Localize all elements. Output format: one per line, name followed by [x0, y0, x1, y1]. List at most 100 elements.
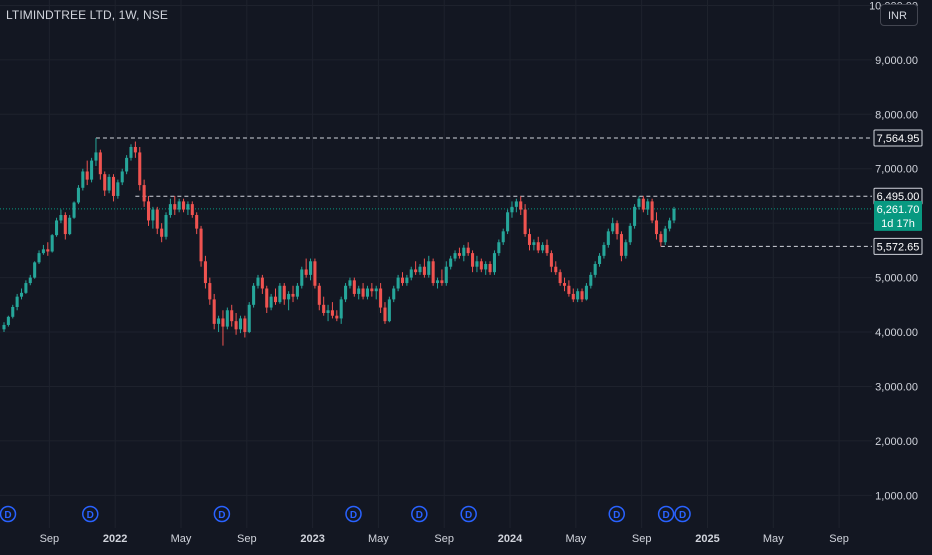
candle — [422, 258, 426, 278]
candle — [457, 247, 461, 259]
candle — [208, 277, 212, 305]
candle — [506, 209, 510, 235]
symbol-title: LTIMINDTREE LTD, 1W, NSE — [6, 8, 168, 22]
candle-body — [615, 223, 619, 235]
candle-body — [260, 277, 264, 289]
candle-body — [177, 201, 181, 210]
dividend-marker[interactable]: D — [657, 505, 675, 523]
candle-body — [589, 274, 593, 286]
candle — [330, 302, 334, 319]
dividend-marker[interactable]: D — [608, 505, 626, 523]
dividend-marker[interactable]: D — [460, 505, 477, 523]
dividend-marker-label: D — [218, 510, 225, 521]
candle — [295, 283, 299, 300]
candle — [387, 296, 391, 323]
level-label-text: 6,495.00 — [877, 191, 920, 203]
candle-body — [304, 269, 308, 275]
candle-body — [484, 264, 488, 270]
candle — [304, 258, 308, 278]
candle-body — [252, 285, 256, 305]
candle — [344, 283, 348, 303]
dividend-marker-label: D — [4, 510, 11, 521]
candle-body — [103, 174, 107, 191]
candle — [335, 310, 339, 322]
candle — [541, 242, 545, 254]
candle — [287, 291, 291, 311]
dividend-marker[interactable]: D — [674, 505, 691, 523]
candle — [646, 198, 650, 216]
candle-body — [357, 288, 361, 294]
candle-body — [435, 280, 440, 284]
candle-body — [668, 220, 672, 229]
candle-body — [111, 176, 116, 196]
candle — [519, 196, 523, 216]
candle-body — [646, 201, 650, 210]
dividend-marker[interactable]: D — [82, 505, 99, 523]
candle-body — [72, 202, 76, 218]
time-axis[interactable]: Sep 2022 May Sep 2023 May Sep 2024 May Sep 2025 May… — [40, 533, 849, 545]
candle — [278, 283, 282, 304]
x-tick-label: Sep — [829, 533, 849, 545]
candle — [173, 195, 177, 216]
candle — [107, 174, 111, 194]
candle — [405, 274, 409, 286]
candle-body — [309, 261, 313, 275]
level-label-text: 5,572.65 — [877, 241, 920, 253]
candle-body — [475, 261, 479, 267]
candle — [339, 296, 343, 324]
candle — [352, 277, 356, 297]
candle-body — [282, 285, 286, 300]
candle-body — [628, 225, 632, 243]
candle — [567, 280, 571, 297]
candle-body — [173, 204, 177, 210]
candle — [545, 239, 549, 256]
candle-body — [532, 242, 536, 245]
candle — [24, 280, 28, 294]
candle — [466, 242, 470, 256]
candle — [90, 157, 94, 183]
candle-body — [85, 171, 89, 180]
candle — [28, 274, 32, 286]
candle — [291, 285, 295, 303]
candle-body — [449, 258, 453, 267]
candle — [300, 266, 304, 289]
candle — [234, 312, 238, 335]
candle — [659, 231, 663, 247]
dividend-marker[interactable]: D — [345, 505, 362, 523]
candle-body — [81, 171, 85, 188]
candle — [471, 250, 475, 273]
y-tick-label: 4,000.00 — [875, 327, 918, 339]
dividend-marker[interactable]: D — [411, 505, 428, 523]
candle — [488, 261, 492, 275]
candle-body — [479, 261, 483, 270]
candle — [549, 250, 553, 273]
last-price-text: 6,261.70 — [877, 204, 920, 216]
candle-body — [212, 299, 216, 324]
candle — [668, 217, 672, 232]
candle-body — [19, 292, 24, 297]
candle — [186, 201, 190, 216]
dividend-marker-label: D — [662, 510, 669, 521]
price-axis[interactable]: 1,000.00 2,000.00 3,000.00 4,000.00 5,000.00… — [869, 0, 923, 502]
candle — [571, 288, 575, 303]
candle — [15, 293, 19, 311]
y-tick-label: 7,000.00 — [875, 164, 918, 176]
currency-button[interactable]: INR — [880, 4, 918, 26]
candle — [479, 258, 483, 273]
candle — [2, 322, 6, 333]
candle — [379, 283, 383, 313]
candle-body — [383, 307, 387, 322]
candle — [160, 223, 164, 243]
candle-body — [151, 209, 155, 221]
dividend-marker[interactable]: D — [0, 505, 17, 523]
candle-body — [457, 253, 461, 256]
candle — [427, 255, 431, 278]
candle — [593, 261, 597, 278]
candle-body — [225, 310, 229, 327]
candle — [313, 258, 317, 289]
dividend-marker[interactable]: D — [213, 505, 231, 523]
candle — [641, 195, 645, 213]
